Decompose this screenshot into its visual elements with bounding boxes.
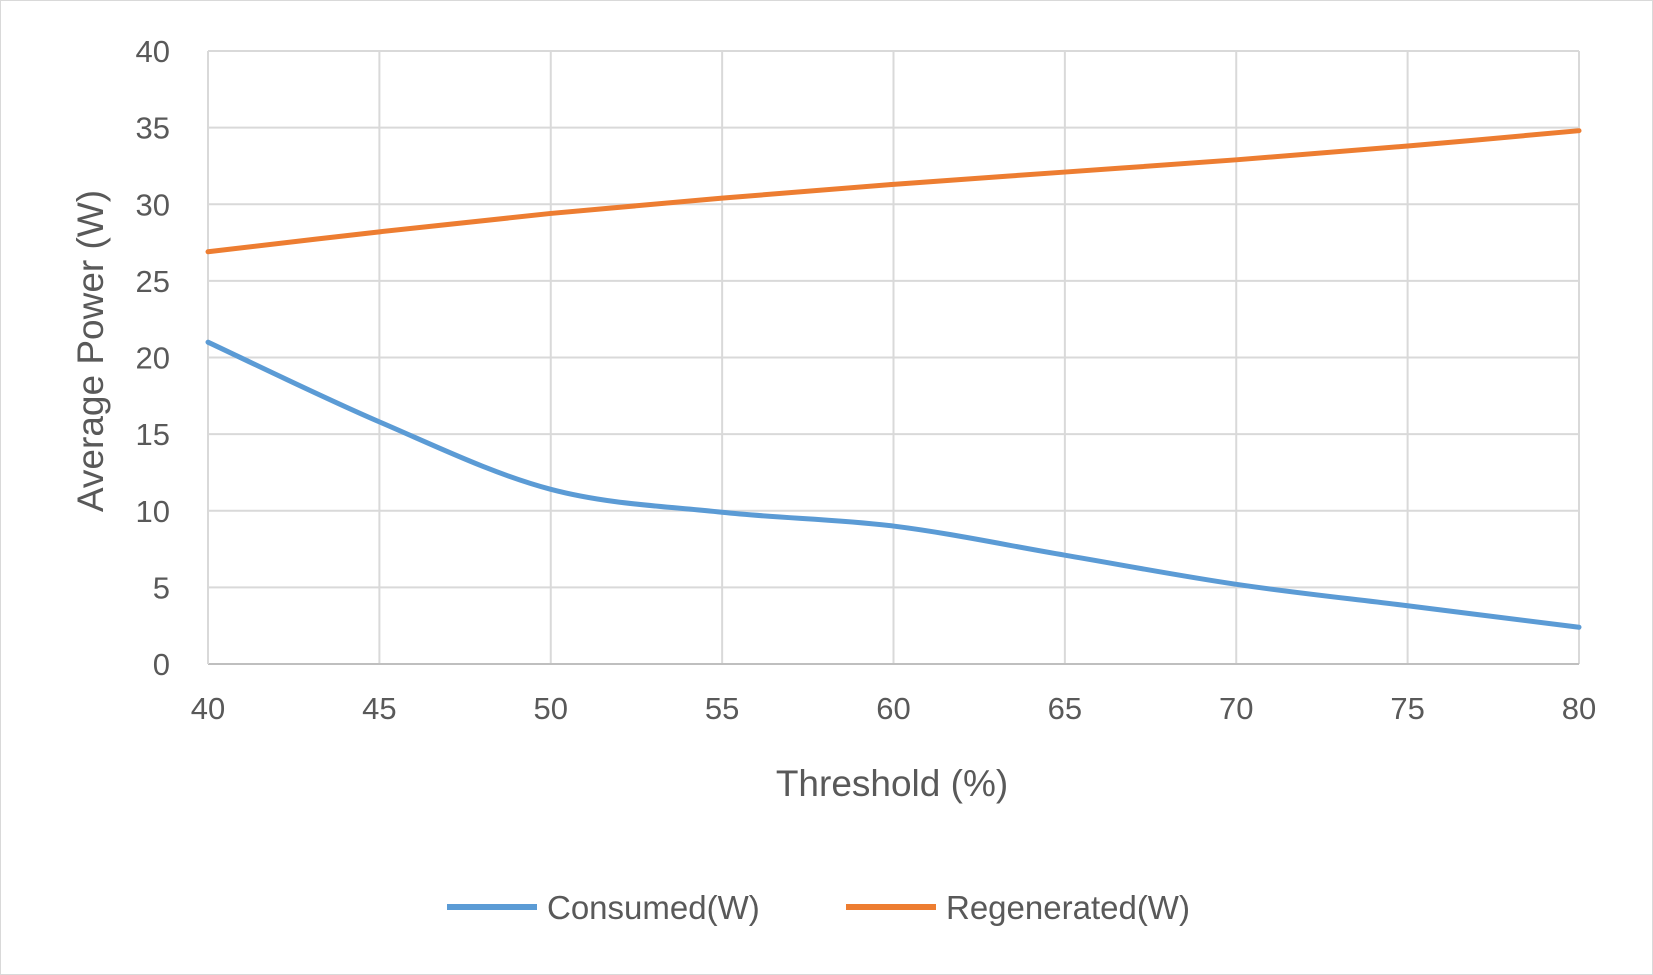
y-tick-label: 10 xyxy=(136,494,170,529)
legend-label: Regenerated(W) xyxy=(946,889,1190,926)
axes xyxy=(207,51,1579,665)
legend-label: Consumed(W) xyxy=(547,889,760,926)
x-tick-label: 55 xyxy=(705,691,739,726)
y-tick-label: 5 xyxy=(153,570,170,605)
x-tick-label: 65 xyxy=(1048,691,1082,726)
y-tick-label: 40 xyxy=(136,34,170,69)
y-tick-label: 15 xyxy=(136,417,170,452)
x-axis-title: Threshold (%) xyxy=(776,763,1008,804)
series-line-2 xyxy=(205,128,1582,255)
x-tick-label: 60 xyxy=(876,691,910,726)
series-lines xyxy=(205,128,1582,630)
x-tick-label: 80 xyxy=(1562,691,1596,726)
y-tick-label: 30 xyxy=(136,187,170,222)
x-tick-label: 40 xyxy=(191,691,225,726)
x-tick-label: 70 xyxy=(1219,691,1253,726)
y-axis-ticks: 0 5 10 15 20 25 30 35 40 xyxy=(136,34,170,682)
x-axis-ticks: 40 45 50 55 60 65 70 75 80 xyxy=(191,691,1596,726)
grid-lines xyxy=(208,50,1580,664)
x-tick-label: 45 xyxy=(362,691,396,726)
y-tick-label: 20 xyxy=(136,341,170,376)
x-tick-label: 75 xyxy=(1390,691,1424,726)
series-line-1 xyxy=(205,339,1582,630)
x-tick-label: 50 xyxy=(534,691,568,726)
y-tick-label: 35 xyxy=(136,111,170,146)
y-tick-label: 0 xyxy=(153,647,170,682)
y-axis-title: Average Power (W) xyxy=(70,190,111,512)
legend: Consumed(W) Regenerated(W) xyxy=(447,889,1190,926)
y-tick-label: 25 xyxy=(136,264,170,299)
